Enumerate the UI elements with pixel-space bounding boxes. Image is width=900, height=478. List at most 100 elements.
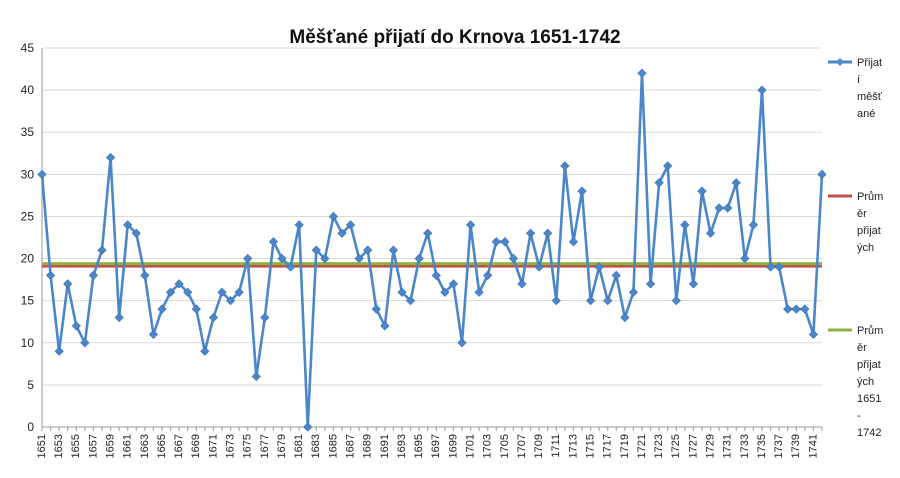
legend-label-line: přijat (857, 359, 881, 371)
legend-swatch-marker (836, 58, 844, 66)
data-point (123, 220, 133, 230)
y-tick-label: 40 (21, 83, 35, 97)
data-point (491, 237, 501, 247)
x-tick-label: 1719 (619, 434, 631, 458)
data-point (577, 186, 587, 196)
x-tick-label: 1737 (773, 434, 785, 458)
data-point (397, 287, 407, 297)
x-tick-label: 1661 (122, 434, 134, 458)
x-tick-label: 1723 (653, 434, 665, 458)
data-point (628, 287, 639, 297)
data-point (748, 220, 759, 230)
x-tick-label: 1683 (310, 434, 322, 458)
legend-entry-2: Prům ěr přijat ých (828, 191, 883, 254)
x-tick-label: 1689 (362, 434, 374, 458)
data-point (80, 338, 90, 348)
data-point (560, 161, 570, 171)
y-tick-label: 15 (21, 294, 35, 308)
x-tick-label: 1681 (293, 434, 305, 458)
x-tick-label: 1671 (207, 434, 219, 458)
data-point (457, 338, 467, 348)
chart-title: Měšťané přijatí do Krnova 1651-1742 (289, 27, 620, 48)
x-tick-label: 1665 (156, 434, 168, 458)
data-point (183, 287, 193, 297)
legend-label-line: - (857, 410, 861, 422)
legend: Přijat í měšť ané Prům ěr přijat ých Prům ěr přija… (828, 57, 883, 439)
data-point (260, 312, 270, 323)
data-point (320, 253, 330, 264)
x-tick-label: 1651 (36, 434, 48, 458)
data-point (45, 270, 56, 281)
data-point (568, 237, 579, 247)
data-point (817, 169, 827, 179)
data-point (723, 203, 733, 213)
data-point (663, 161, 673, 171)
data-point (603, 296, 613, 306)
legend-label-line: 1651 (857, 393, 881, 405)
data-point (285, 262, 296, 272)
data-point (620, 312, 630, 323)
legend-label-line: ěr (857, 342, 867, 354)
data-point (354, 253, 364, 264)
legend-label-line: Přijat (857, 57, 882, 69)
legend-label-line: ané (857, 108, 875, 120)
data-point (448, 279, 459, 289)
data-point (525, 228, 536, 238)
x-tick-label: 1697 (430, 434, 442, 458)
data-point (414, 253, 424, 264)
data-point (388, 245, 399, 255)
legend-label-line: í (857, 74, 860, 86)
data-point (551, 296, 561, 306)
x-tick-label: 1711 (550, 434, 562, 458)
data-point (534, 262, 544, 272)
y-tick-label: 30 (21, 167, 35, 181)
data-point (380, 321, 390, 331)
legend-entry-3: Prům ěr přijat ých 1651 - 1742 (828, 325, 883, 439)
data-point (311, 245, 321, 255)
x-tick-label: 1685 (327, 434, 339, 458)
y-tick-label: 45 (21, 41, 35, 55)
data-point (337, 228, 347, 238)
data-point (731, 178, 741, 188)
data-point (140, 270, 150, 281)
x-tick-label: 1659 (104, 434, 116, 458)
y-tick-label: 25 (21, 209, 35, 223)
data-point (585, 296, 596, 306)
data-point (483, 270, 493, 281)
data-point (680, 220, 690, 230)
x-tick-label: 1709 (533, 434, 545, 458)
x-tick-label: 1735 (756, 434, 768, 458)
data-point (114, 312, 124, 323)
data-point (774, 262, 784, 272)
data-point (131, 228, 141, 238)
x-tick-label: 1717 (602, 434, 614, 458)
data-point (71, 321, 81, 331)
data-point (517, 279, 527, 289)
data-point (251, 371, 261, 382)
data-point (405, 296, 416, 306)
data-point (783, 304, 793, 314)
x-tick-label: 1657 (87, 434, 99, 458)
data-point (705, 228, 716, 238)
x-tick-label: 1663 (139, 434, 151, 458)
data-point (97, 245, 107, 255)
data-point (208, 312, 219, 323)
x-tick-label: 1675 (242, 434, 254, 458)
data-point (37, 169, 47, 179)
data-point (808, 329, 819, 339)
data-point (63, 279, 73, 289)
data-point (54, 346, 64, 356)
legend-label-line: měšť (857, 91, 883, 103)
x-tick-label: 1699 (447, 434, 459, 458)
x-tick-label: 1713 (567, 434, 579, 458)
x-tick-label: 1707 (516, 434, 528, 458)
data-point (200, 346, 210, 356)
x-tick-label: 1703 (482, 434, 494, 458)
legend-label-line: 1742 (857, 427, 881, 439)
legend-label-line: přijat (857, 225, 881, 237)
data-point (371, 304, 381, 314)
legend-entry-1: Přijat í měšť ané (828, 57, 883, 120)
legend-label-line: ých (857, 242, 874, 254)
data-point (294, 220, 304, 230)
